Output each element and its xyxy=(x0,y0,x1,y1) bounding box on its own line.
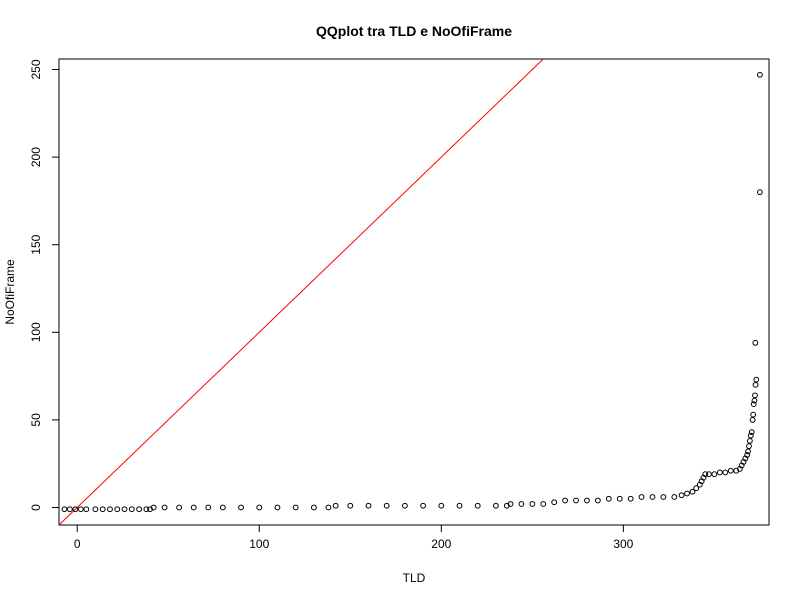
data-point xyxy=(420,502,427,509)
data-point xyxy=(562,497,569,504)
data-point xyxy=(671,494,678,500)
data-point xyxy=(749,416,756,423)
data-point xyxy=(584,497,590,504)
data-point xyxy=(627,495,634,502)
data-point xyxy=(745,448,751,455)
y-tick-label: 150 xyxy=(29,234,43,254)
data-point xyxy=(507,501,514,507)
plot-frame xyxy=(58,58,770,526)
data-point xyxy=(551,499,558,506)
reference-line-layer xyxy=(58,58,544,526)
chart-title: QQplot tra TLD e NoOfiFrame xyxy=(316,23,512,39)
data-point xyxy=(161,504,168,511)
data-point xyxy=(77,506,84,513)
y-tick-label: 250 xyxy=(29,59,43,79)
data-point xyxy=(325,504,332,511)
data-point xyxy=(594,497,601,504)
data-point xyxy=(746,438,753,444)
data-point xyxy=(693,485,700,492)
data-point xyxy=(219,504,226,511)
data-point xyxy=(746,443,752,450)
data-point xyxy=(365,502,372,509)
data-point xyxy=(401,502,408,509)
data-point xyxy=(83,506,90,513)
y-axis-label: NoOfiFrame xyxy=(3,259,17,325)
data-point xyxy=(678,492,685,499)
data-point xyxy=(310,504,317,511)
data-point xyxy=(750,401,757,408)
data-point xyxy=(99,506,106,513)
data-point xyxy=(748,429,755,436)
x-tick-label: 200 xyxy=(431,537,451,551)
data-point xyxy=(756,71,763,78)
data-point xyxy=(176,504,183,511)
data-point xyxy=(751,397,758,404)
data-point xyxy=(660,494,667,500)
data-point xyxy=(616,495,623,502)
data-point xyxy=(190,504,197,511)
data-point xyxy=(573,497,579,504)
data-point xyxy=(605,495,612,502)
data-point xyxy=(347,502,354,509)
data-point xyxy=(493,502,499,509)
data-point xyxy=(716,469,723,476)
data-point xyxy=(727,467,734,474)
data-point xyxy=(107,506,113,513)
data-point xyxy=(383,502,390,509)
data-point xyxy=(292,504,299,511)
data-point xyxy=(684,490,690,497)
x-tick-label: 300 xyxy=(613,537,633,551)
data-point xyxy=(474,502,481,509)
y-tick-label: 200 xyxy=(29,147,43,167)
data-point xyxy=(706,471,712,478)
points-layer xyxy=(61,71,763,513)
data-point xyxy=(702,471,709,478)
y-tick-label: 0 xyxy=(29,504,43,511)
data-point xyxy=(205,504,212,511)
y-axis: 0 50 100 150 200 250 xyxy=(29,59,60,511)
y-tick-label: 100 xyxy=(29,322,43,342)
data-point xyxy=(121,506,128,513)
reference-line xyxy=(58,58,544,526)
data-point xyxy=(711,471,718,478)
data-point xyxy=(722,469,729,476)
data-point xyxy=(747,432,754,439)
data-point xyxy=(750,411,757,418)
data-point xyxy=(638,494,645,500)
data-point xyxy=(753,376,760,383)
data-point xyxy=(114,506,121,513)
data-point xyxy=(256,504,263,511)
y-tick-label: 50 xyxy=(29,413,43,427)
data-point xyxy=(92,506,99,513)
data-point xyxy=(332,502,339,509)
data-point xyxy=(529,501,536,507)
data-point xyxy=(756,189,763,196)
data-point xyxy=(752,381,759,388)
data-point xyxy=(61,506,68,513)
data-point xyxy=(752,339,759,346)
data-point xyxy=(136,506,143,513)
data-point xyxy=(150,504,157,511)
data-point xyxy=(752,392,758,399)
x-axis-label: TLD xyxy=(403,571,426,585)
data-point xyxy=(72,506,79,513)
data-point xyxy=(67,506,73,513)
x-axis: 0 100 200 300 xyxy=(74,524,634,551)
data-point xyxy=(518,501,525,507)
data-point xyxy=(744,452,751,458)
data-point xyxy=(689,488,696,495)
data-point xyxy=(456,502,463,509)
data-point xyxy=(438,502,445,509)
data-point xyxy=(238,504,244,511)
data-point xyxy=(540,501,547,507)
data-point xyxy=(143,506,150,513)
x-tick-label: 0 xyxy=(74,537,81,551)
data-point xyxy=(649,494,656,500)
data-point xyxy=(274,504,281,511)
x-tick-label: 100 xyxy=(249,537,269,551)
data-point xyxy=(128,506,135,513)
